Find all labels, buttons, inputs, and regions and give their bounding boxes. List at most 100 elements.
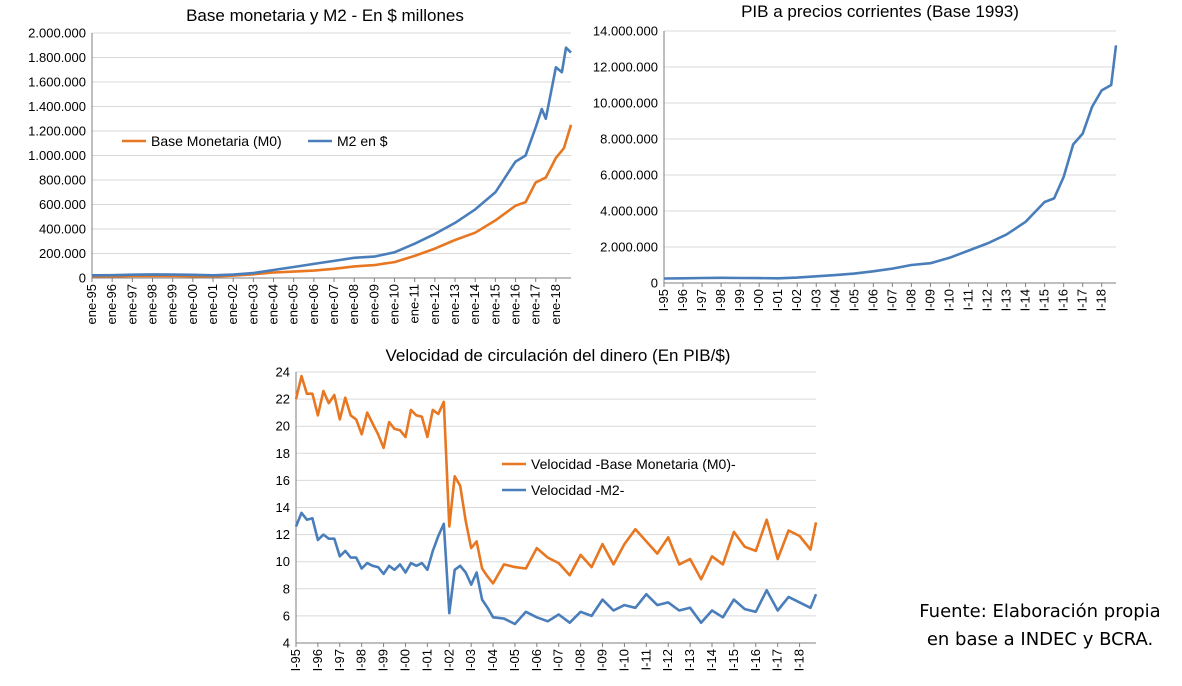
source-line-1: Fuente: Elaboración propia xyxy=(919,601,1161,622)
x-tick-label: I-96 xyxy=(675,289,690,311)
chart-3: Velocidad de circulación del dinero (En … xyxy=(276,346,818,671)
x-tick-label: ene-08 xyxy=(346,284,361,324)
y-tick-label: 12 xyxy=(276,527,290,542)
y-tick-label: 12.000.000 xyxy=(593,60,658,75)
x-tick-label: ene-17 xyxy=(528,284,543,324)
x-tick-label: ene-05 xyxy=(286,284,301,324)
y-tick-label: 16 xyxy=(276,473,290,488)
x-tick-label: ene-96 xyxy=(104,284,119,324)
x-tick-label: I-03 xyxy=(808,289,823,311)
series-line-1 xyxy=(91,124,573,278)
x-tick-label: I-12 xyxy=(980,289,995,311)
x-tick-label: I-14 xyxy=(1018,289,1033,311)
chart-title: Velocidad de circulación del dinero (En … xyxy=(386,346,731,365)
x-tick-label: I-10 xyxy=(941,289,956,311)
x-tick-label: I-05 xyxy=(507,649,522,671)
x-tick-label: I-14 xyxy=(704,649,719,671)
x-tick-label: I-04 xyxy=(827,289,842,311)
y-tick-label: 14 xyxy=(276,500,290,515)
x-tick-label: I-06 xyxy=(529,649,544,671)
x-tick-label: I-18 xyxy=(1094,289,1109,311)
x-tick-label: I-07 xyxy=(551,649,566,671)
x-tick-label: I-01 xyxy=(419,649,434,671)
legend-label: Base Monetaria (M0) xyxy=(151,133,282,149)
y-tick-label: 10.000.000 xyxy=(593,96,658,111)
x-tick-label: I-02 xyxy=(441,649,456,671)
x-tick-label: I-10 xyxy=(616,649,631,671)
x-tick-label: I-09 xyxy=(922,289,937,311)
chart-title: PIB a precios corrientes (Base 1993) xyxy=(741,2,1019,21)
x-tick-label: ene-03 xyxy=(245,284,260,324)
x-tick-label: ene-14 xyxy=(467,284,482,324)
x-tick-label: ene-16 xyxy=(508,284,523,324)
x-tick-label: ene-07 xyxy=(326,284,341,324)
x-tick-label: ene-04 xyxy=(266,284,281,324)
series-line-1 xyxy=(663,45,1118,280)
y-tick-label: 2.000.000 xyxy=(28,26,86,41)
x-tick-label: I-02 xyxy=(789,289,804,311)
series-line-2 xyxy=(91,46,572,277)
y-tick-label: 22 xyxy=(276,392,290,407)
x-tick-label: I-95 xyxy=(288,649,303,671)
x-tick-label: I-17 xyxy=(770,649,785,671)
y-tick-label: 2.000.000 xyxy=(600,240,658,255)
x-tick-label: I-09 xyxy=(595,649,610,671)
y-tick-label: 14.000.000 xyxy=(593,24,658,39)
x-tick-label: I-15 xyxy=(726,649,741,671)
source-note: Fuente: Elaboración propia en base a IND… xyxy=(910,598,1170,654)
series-line-1 xyxy=(294,374,818,585)
y-tick-label: 800.000 xyxy=(39,173,86,188)
chart-title: Base monetaria y M2 - En $ millones xyxy=(186,6,464,25)
x-tick-label: I-18 xyxy=(792,649,807,671)
x-tick-label: ene-13 xyxy=(447,284,462,324)
x-tick-label: I-98 xyxy=(713,289,728,311)
x-tick-label: ene-10 xyxy=(387,284,402,324)
source-line-2: en base a INDEC y BCRA. xyxy=(926,629,1154,650)
x-tick-label: I-16 xyxy=(748,649,763,671)
x-tick-label: I-16 xyxy=(1056,289,1071,311)
x-tick-label: I-04 xyxy=(485,649,500,671)
y-tick-label: 4.000.000 xyxy=(600,204,658,219)
y-tick-label: 1.600.000 xyxy=(28,75,86,90)
y-tick-label: 1.200.000 xyxy=(28,124,86,139)
series-line-2 xyxy=(294,511,818,626)
x-tick-label: ene-12 xyxy=(427,284,442,324)
chart-2: PIB a precios corrientes (Base 1993) 0 2.0… xyxy=(593,2,1118,311)
x-tick-label: I-15 xyxy=(1037,289,1052,311)
x-tick-label: I-03 xyxy=(463,649,478,671)
x-tick-label: I-08 xyxy=(573,649,588,671)
x-tick-label: I-00 xyxy=(751,289,766,311)
y-tick-label: 18 xyxy=(276,446,290,461)
y-tick-label: 4 xyxy=(283,636,290,651)
y-tick-label: 0 xyxy=(651,276,658,291)
x-tick-label: ene-18 xyxy=(548,284,563,324)
x-tick-label: I-00 xyxy=(397,649,412,671)
y-tick-label: 6 xyxy=(283,608,290,623)
y-tick-label: 1.000.000 xyxy=(28,148,86,163)
x-tick-label: ene-98 xyxy=(145,284,160,324)
x-tick-label: I-06 xyxy=(865,289,880,311)
x-tick-label: ene-09 xyxy=(366,284,381,324)
y-tick-label: 10 xyxy=(276,554,290,569)
y-tick-label: 200.000 xyxy=(39,246,86,261)
x-tick-label: I-98 xyxy=(354,649,369,671)
x-tick-label: I-01 xyxy=(770,289,785,311)
x-tick-label: I-11 xyxy=(961,289,976,310)
y-tick-label: 1.400.000 xyxy=(28,99,86,114)
x-tick-label: ene-15 xyxy=(487,284,502,324)
x-tick-label: I-08 xyxy=(903,289,918,311)
x-tick-label: I-99 xyxy=(732,289,747,311)
x-tick-label: ene-01 xyxy=(205,284,220,324)
x-tick-label: ene-02 xyxy=(225,284,240,324)
y-tick-label: 20 xyxy=(276,419,290,434)
x-tick-label: I-12 xyxy=(660,649,675,671)
x-tick-label: ene-99 xyxy=(165,284,180,324)
x-tick-label: ene-95 xyxy=(84,284,99,324)
y-tick-label: 600.000 xyxy=(39,197,86,212)
x-tick-label: ene-06 xyxy=(306,284,321,324)
y-tick-label: 0 xyxy=(79,271,86,286)
x-tick-label: ene-00 xyxy=(185,284,200,324)
x-tick-label: I-97 xyxy=(694,289,709,311)
y-tick-label: 8.000.000 xyxy=(600,132,658,147)
